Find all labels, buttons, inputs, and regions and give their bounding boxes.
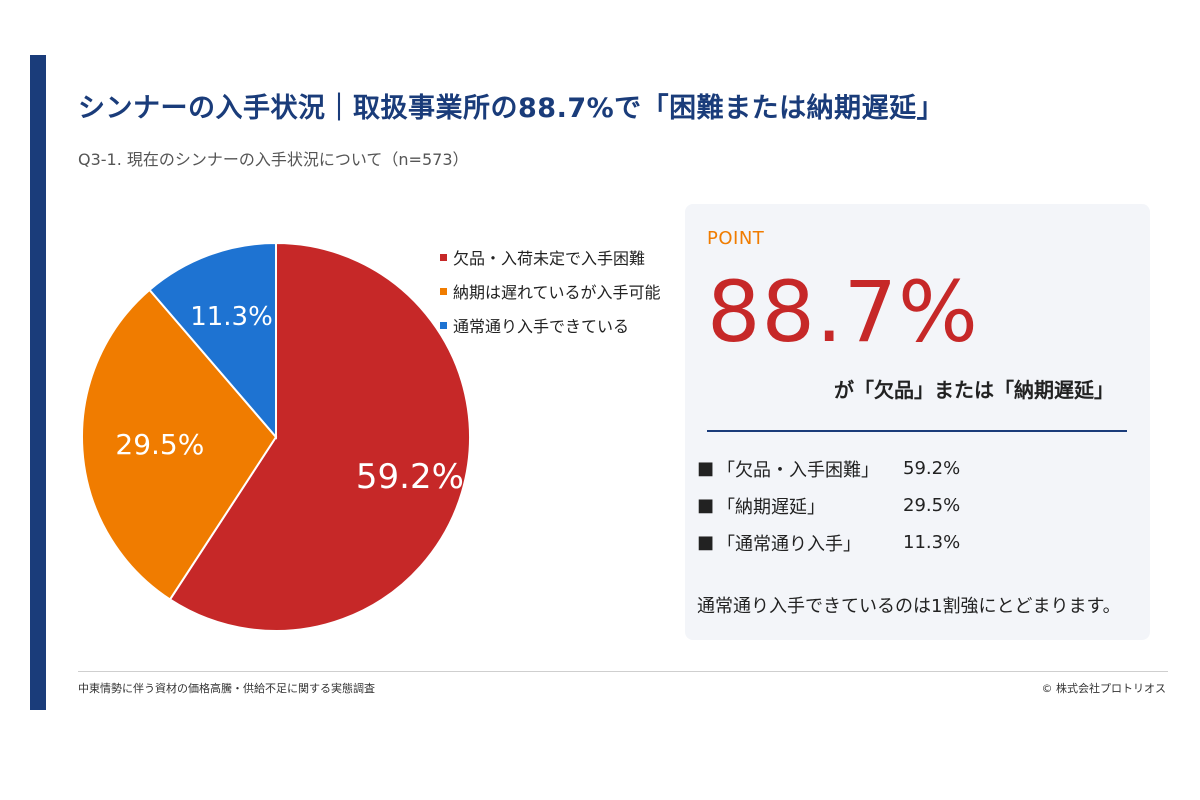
- legend-label: 欠品・入荷未定で入手困難: [453, 249, 646, 268]
- pie-slice-shortage: [168, 241, 471, 632]
- square-bullet-icon: ■: [697, 495, 715, 516]
- breakdown-row: ■ 「通常通り入手」 11.3%: [697, 524, 983, 561]
- page-title: シンナーの入手状況｜取扱事業所の88.7%で「困難または納期遅延」: [78, 93, 945, 124]
- accent-bar: [30, 55, 46, 710]
- point-caption: が「欠品」または「納期遅延」: [834, 378, 1114, 402]
- point-note: 通常通り入手できているのは1割強にとどまります。: [697, 596, 1121, 617]
- legend-item-normal: 通常通り入手できている: [440, 308, 661, 342]
- chart-legend: 欠品・入荷未定で入手困難 納期は遅れているが入手可能 通常通り入手できている: [440, 240, 661, 342]
- breakdown-label: 「納期遅延」: [717, 496, 825, 518]
- footer-source: 中東情勢に伴う資材の価格高騰・供給不足に関する実態調査: [78, 682, 375, 695]
- question-subtitle: Q3-1. 現在のシンナーの入手状況について（n=573）: [78, 150, 469, 169]
- legend-item-shortage: 欠品・入荷未定で入手困難: [440, 240, 661, 274]
- point-panel: POINT 88.7% が「欠品」または「納期遅延」 ■ 「欠品・入手困難」 5…: [685, 204, 1150, 640]
- footer-copyright: © 株式会社プロトリオス: [1041, 682, 1167, 695]
- breakdown-value: 29.5%: [903, 495, 961, 516]
- square-bullet-icon: ■: [697, 458, 715, 479]
- breakdown-label: 「通常通り入手」: [717, 533, 861, 555]
- point-big-value: 88.7%: [707, 263, 979, 361]
- breakdown-list: ■ 「欠品・入手困難」 59.2% ■ 「納期遅延」 29.5% ■ 「通常通り…: [697, 450, 983, 561]
- pie-label-shortage: 59.2%: [356, 457, 464, 497]
- breakdown-label: 「欠品・入手困難」: [717, 459, 879, 481]
- breakdown-value: 11.3%: [903, 532, 961, 553]
- legend-label: 納期は遅れているが入手可能: [453, 283, 661, 302]
- pie-chart: 59.2% 29.5% 11.3%: [81, 241, 471, 632]
- legend-swatch-blue: [440, 321, 447, 329]
- pie-slice-delayed: [81, 288, 278, 601]
- legend-label: 通常通り入手できている: [453, 317, 630, 336]
- point-divider: [707, 430, 1127, 432]
- pie-label-delayed: 29.5%: [115, 428, 204, 461]
- footer-divider: [78, 671, 1168, 672]
- pie-label-normal: 11.3%: [190, 302, 273, 332]
- legend-item-delayed: 納期は遅れているが入手可能: [440, 274, 661, 308]
- pie-slice-normal: [148, 241, 277, 440]
- point-tag: POINT: [707, 228, 765, 249]
- breakdown-row: ■ 「納期遅延」 29.5%: [697, 487, 983, 524]
- breakdown-value: 59.2%: [903, 458, 961, 479]
- legend-swatch-orange: [440, 287, 447, 295]
- legend-swatch-red: [440, 253, 447, 261]
- breakdown-row: ■ 「欠品・入手困難」 59.2%: [697, 450, 983, 487]
- square-bullet-icon: ■: [697, 532, 715, 553]
